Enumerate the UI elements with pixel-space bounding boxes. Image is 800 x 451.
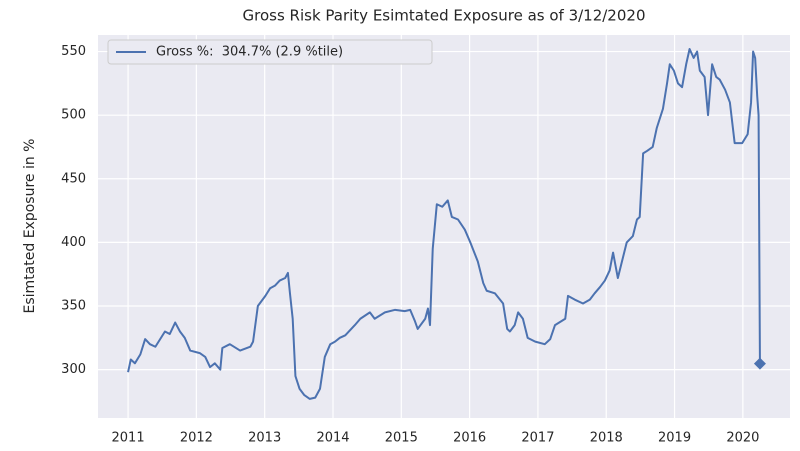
y-tick-label: 550: [61, 44, 86, 59]
y-tick-label: 300: [61, 362, 86, 377]
x-tick-label: 2019: [658, 431, 691, 446]
x-tick-label: 2013: [248, 431, 281, 446]
x-tick-label: 2017: [521, 431, 554, 446]
y-tick-label: 400: [61, 235, 86, 250]
legend-box: [107, 39, 433, 65]
y-tick-label: 350: [61, 299, 86, 314]
last-point-marker: [753, 357, 766, 370]
x-tick-label: 2020: [726, 431, 759, 446]
x-tick-label: 2018: [590, 431, 623, 446]
plot-area: [98, 35, 790, 418]
x-tick-label: 2012: [180, 431, 213, 446]
chart-title: Gross Risk Parity Esimtated Exposure as …: [243, 7, 646, 25]
x-tick-label: 2014: [316, 431, 349, 446]
x-tick-label: 2011: [112, 431, 145, 446]
y-axis-label: Esimtated Exposure in %: [22, 139, 38, 314]
y-tick-label: 450: [61, 171, 86, 186]
y-tick-label: 500: [61, 108, 86, 123]
series-line: [127, 48, 761, 400]
x-tick-label: 2016: [453, 431, 486, 446]
x-tick-label: 2015: [385, 431, 418, 446]
legend-label: Gross %: 304.7% (2.9 %tile): [156, 45, 343, 60]
